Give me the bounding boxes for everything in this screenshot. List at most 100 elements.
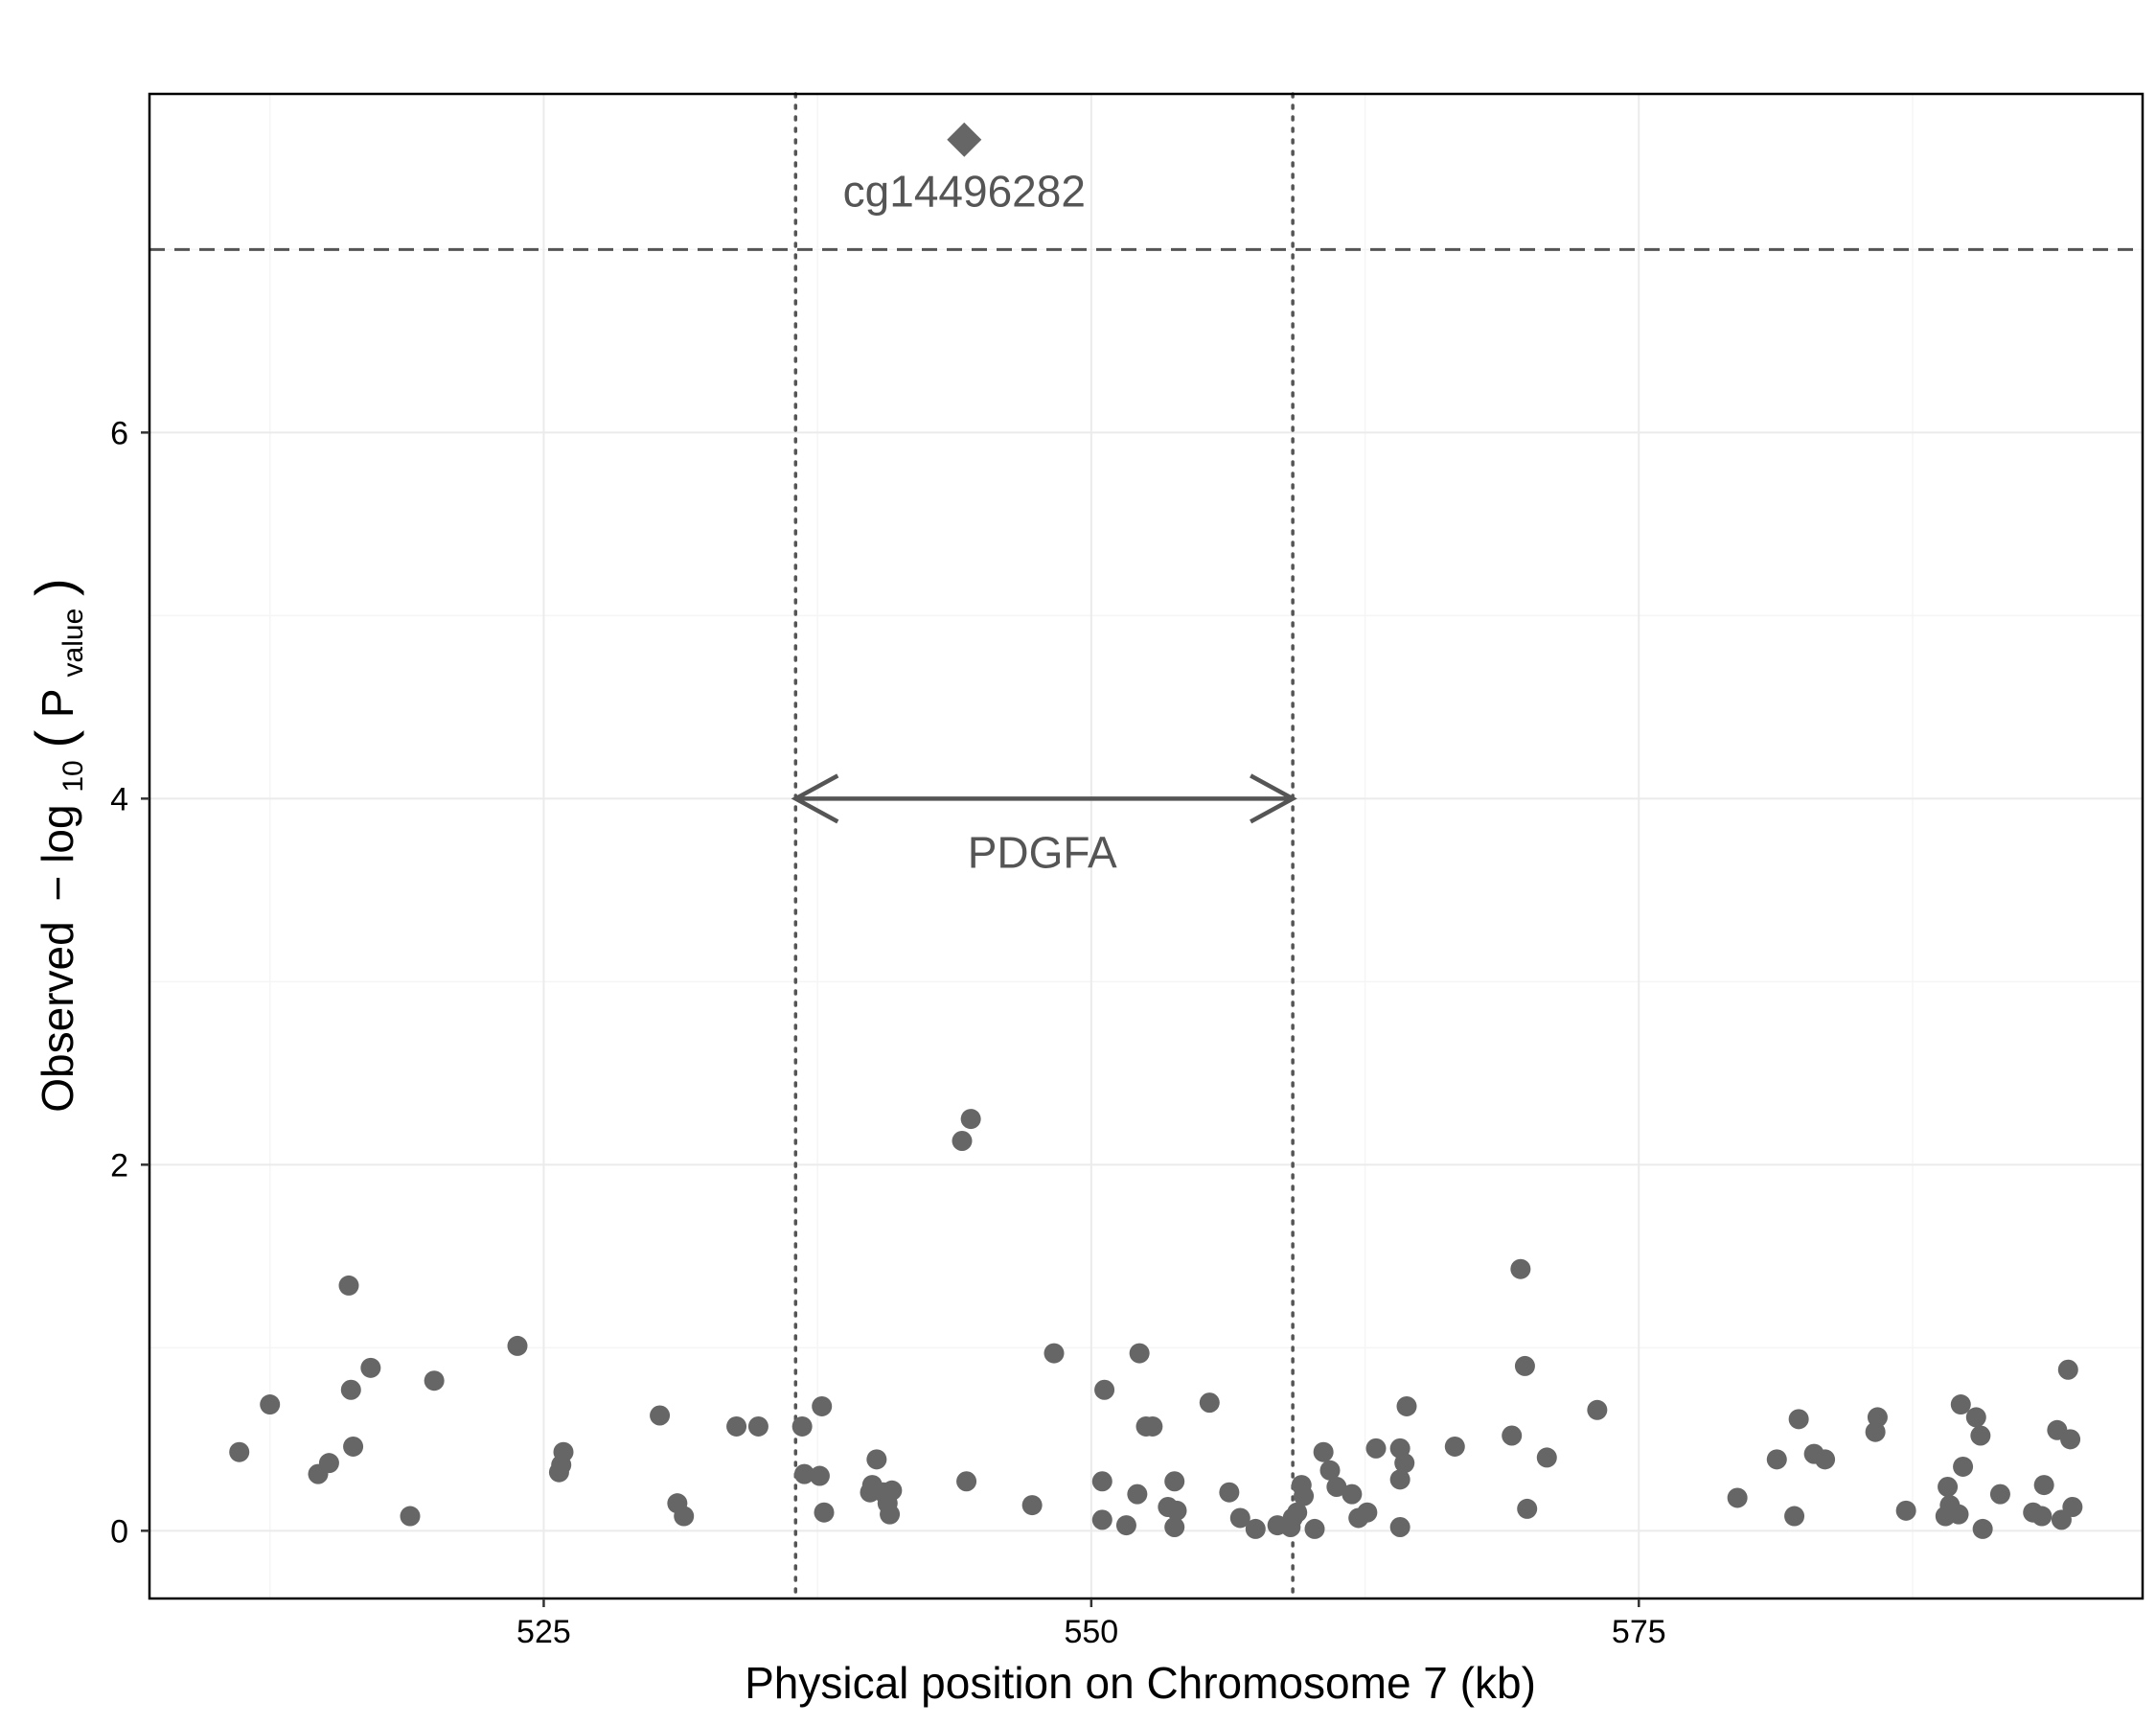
data-point <box>1129 1343 1150 1364</box>
data-point <box>1972 1518 1993 1539</box>
data-point <box>553 1441 574 1462</box>
x-tick-label: 525 <box>516 1614 571 1650</box>
data-point <box>1326 1476 1347 1497</box>
data-point <box>882 1480 903 1501</box>
data-point <box>1389 1469 1411 1490</box>
y-title-log-subscript: 10 <box>57 760 89 792</box>
data-point <box>1091 1471 1112 1492</box>
data-point <box>2062 1497 2083 1518</box>
y-tick-label: 4 <box>110 781 128 817</box>
data-point <box>1021 1495 1043 1516</box>
x-tick-label: 550 <box>1064 1614 1118 1650</box>
data-point <box>1950 1394 1971 1415</box>
data-point <box>960 1109 981 1130</box>
y-title-close-paren: ) <box>24 578 84 596</box>
data-point <box>340 1379 361 1400</box>
data-point <box>1766 1449 1787 1470</box>
y-tick-label: 6 <box>110 415 128 451</box>
data-point <box>674 1506 695 1527</box>
data-point <box>1970 1425 1991 1446</box>
data-point <box>424 1370 445 1392</box>
data-point <box>866 1449 887 1470</box>
data-point <box>2033 1475 2054 1496</box>
y-title-p-subscript: value <box>57 609 89 678</box>
y-title-p: P <box>33 689 82 718</box>
data-point <box>956 1471 977 1492</box>
data-point <box>1319 1460 1341 1481</box>
data-point <box>1502 1425 1523 1446</box>
data-point <box>1938 1476 1959 1497</box>
annotations: PDGFA cg14496282 <box>791 122 1297 877</box>
data-point <box>1514 1355 1535 1376</box>
data-points <box>229 1109 2083 1539</box>
data-point <box>1965 1407 1986 1428</box>
data-point <box>1164 1517 1185 1538</box>
data-point <box>1294 1485 1315 1506</box>
data-point <box>1094 1379 1115 1400</box>
data-point <box>400 1506 421 1527</box>
data-point <box>809 1465 830 1486</box>
y-tick-label: 2 <box>110 1147 128 1184</box>
data-point <box>1953 1456 1974 1477</box>
data-point <box>791 1415 813 1437</box>
gene-region-arrow <box>791 773 1297 824</box>
data-point <box>1091 1509 1112 1530</box>
data-point <box>1229 1507 1250 1529</box>
data-point <box>1389 1517 1411 1538</box>
data-point <box>1895 1500 1916 1521</box>
data-point <box>507 1335 528 1356</box>
data-point <box>1166 1500 1187 1521</box>
data-point <box>1164 1471 1185 1492</box>
data-point <box>1517 1498 1538 1519</box>
data-point <box>1044 1343 1065 1364</box>
data-point <box>1444 1436 1465 1457</box>
data-point <box>726 1415 747 1437</box>
plot-border <box>148 92 2145 1600</box>
y-axis-title: Observed − log 10 ( P value ) <box>24 578 92 1112</box>
data-point <box>1587 1399 1608 1420</box>
data-point <box>1357 1502 1378 1523</box>
x-axis-title: Physical position on Chromosome 7 (kb) <box>745 1658 1536 1708</box>
data-point <box>360 1357 381 1378</box>
y-title-minus: − <box>33 876 82 902</box>
data-point <box>338 1275 359 1296</box>
data-point <box>747 1415 768 1437</box>
data-point <box>1304 1518 1325 1539</box>
data-point <box>650 1405 671 1426</box>
data-point <box>793 1463 814 1484</box>
data-point <box>880 1504 901 1525</box>
y-axis: 0 2 4 6 <box>110 415 149 1550</box>
y-title-log: log <box>33 804 82 862</box>
data-point <box>1989 1484 2010 1505</box>
data-point <box>1127 1484 1148 1505</box>
data-point <box>2057 1359 2078 1380</box>
data-point <box>1396 1395 1417 1416</box>
data-point <box>260 1394 281 1415</box>
data-point <box>1287 1502 1308 1523</box>
y-title-prefix: Observed <box>33 921 82 1112</box>
data-point <box>1788 1409 1809 1430</box>
y-title-open-paren: ( <box>24 730 84 748</box>
gene-region-boundaries <box>793 92 1295 1600</box>
x-axis: 525 550 575 <box>516 1598 1666 1650</box>
data-point <box>1948 1504 1969 1525</box>
data-point <box>229 1441 250 1462</box>
data-point <box>1199 1392 1220 1414</box>
data-point <box>1115 1515 1136 1536</box>
data-point <box>343 1436 364 1457</box>
data-point <box>1784 1506 1805 1527</box>
data-point <box>1365 1438 1387 1459</box>
data-point <box>1219 1482 1240 1503</box>
data-point <box>1245 1518 1266 1539</box>
data-point <box>1727 1487 1748 1508</box>
highlight-label: cg14496282 <box>843 167 1086 217</box>
data-point <box>1394 1453 1415 1474</box>
gene-label: PDGFA <box>968 827 1117 877</box>
x-tick-label: 575 <box>1612 1614 1666 1650</box>
highlight-diamond-marker <box>947 122 982 157</box>
data-point <box>1815 1449 1836 1470</box>
data-point <box>2031 1506 2053 1527</box>
data-point <box>1342 1484 1363 1505</box>
